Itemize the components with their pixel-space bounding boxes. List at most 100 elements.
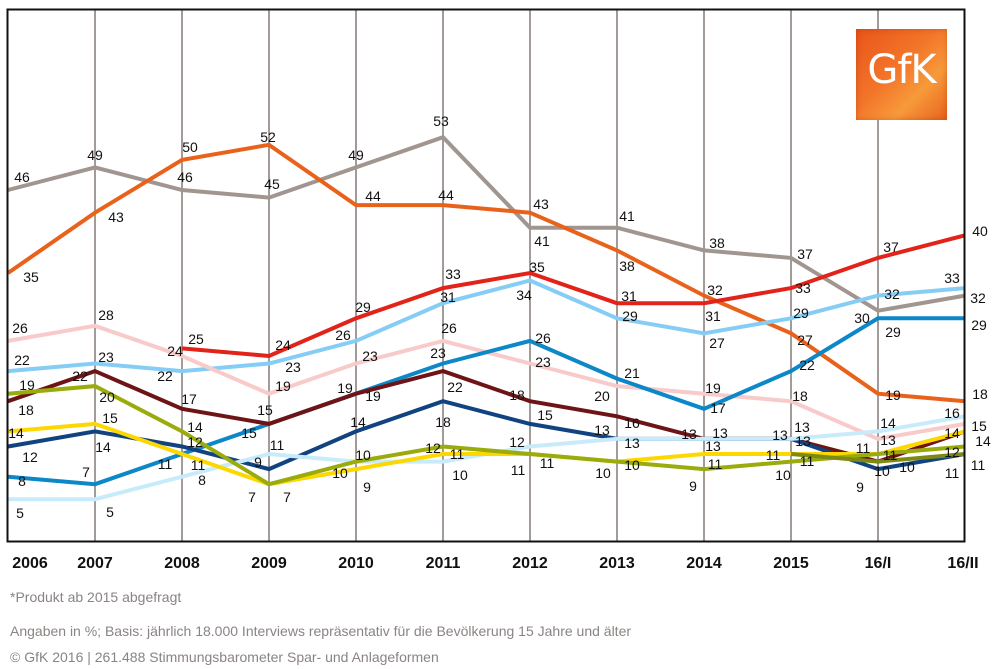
data-label-pale-cyan: 5 (16, 505, 24, 521)
data-label-light-blue: 31 (440, 289, 456, 305)
data-label-orange: 32 (707, 282, 723, 298)
x-tick-label: 2006 (12, 555, 48, 572)
data-label-medium-blue: 15 (241, 425, 257, 441)
data-label-navy: 9 (856, 479, 864, 495)
data-label-gray: 49 (348, 147, 364, 163)
data-label-medium-blue: 8 (18, 473, 26, 489)
series-line-navy (7, 399, 966, 472)
data-label-dark-red: 19 (337, 380, 353, 396)
data-label-olive: 12 (944, 444, 960, 460)
data-label-yellow: 11 (450, 446, 465, 462)
data-label-navy: 14 (95, 439, 111, 455)
x-tick-label: 2015 (773, 555, 809, 572)
data-label-navy: 12 (22, 449, 38, 465)
data-label-yellow: 11 (511, 462, 526, 478)
data-label-olive: 19 (19, 377, 35, 393)
data-label-dark-olive: 11 (945, 465, 960, 481)
data-label-gray: 32 (970, 290, 986, 306)
data-label-red: 24 (275, 337, 291, 353)
data-label-navy: 15 (537, 407, 553, 423)
data-label-light-blue: 26 (335, 327, 351, 343)
data-label-orange: 19 (885, 387, 901, 403)
data-label-pale-cyan: 13 (795, 433, 811, 449)
data-label-pale-cyan: 13 (624, 435, 640, 451)
data-label-dark-red: 18 (509, 387, 525, 403)
data-label-pink: 26 (12, 320, 28, 336)
data-label-gray: 38 (709, 235, 725, 251)
data-label-navy: 12 (187, 434, 203, 450)
x-axis-tick-labels: 2006 2007 2008 2009 2010 2011 2012 2013 2014 2015… (12, 555, 978, 572)
data-label-yellow: 11 (191, 457, 206, 473)
data-label-gray: 45 (264, 176, 280, 192)
data-label-dark-red: 10 (874, 463, 890, 479)
data-label-pink: 23 (535, 354, 551, 370)
data-label-medium-blue: 11 (158, 456, 173, 472)
data-label-olive: 10 (775, 467, 791, 483)
x-tick-label: 16/II (947, 555, 978, 572)
data-label-dark-red: 18 (18, 402, 34, 418)
data-label-red: 33 (445, 266, 461, 282)
x-tick-label: 2014 (686, 555, 722, 572)
footnote: *Produkt ab 2015 abgefragt (10, 589, 182, 605)
data-label-gray: 53 (433, 113, 449, 129)
data-label-gray: 46 (177, 169, 193, 185)
data-label-yellow: 11 (766, 447, 781, 463)
gfk-logo: GfK (856, 29, 947, 120)
data-label-dark-olive: 10 (899, 459, 915, 475)
data-label-navy: 14 (350, 414, 366, 430)
data-label-navy: 18 (435, 414, 451, 430)
data-label-pale-cyan: 5 (106, 504, 114, 520)
data-label-olive: 10 (624, 457, 640, 473)
data-label-red: 29 (355, 299, 371, 315)
data-label-pale-cyan: 10 (452, 467, 468, 483)
data-label-yellow: 14 (944, 425, 960, 441)
data-label-medium-blue: 7 (82, 464, 90, 480)
data-label-pale-cyan: 11 (270, 437, 285, 453)
data-label-dark-red: 16 (624, 415, 640, 431)
data-label-medium-blue: 17 (710, 400, 726, 416)
data-label-pink: 19 (705, 380, 721, 396)
data-label-gray: 37 (797, 246, 813, 262)
series-line-olive (7, 384, 966, 487)
data-label-navy: 13 (712, 425, 728, 441)
series-line-orange (6, 142, 966, 404)
series-line-gray (7, 134, 966, 313)
x-tick-label: 2013 (599, 555, 635, 572)
data-label-orange: 44 (438, 187, 454, 203)
data-label-navy: 13 (772, 427, 788, 443)
data-label-dark-red: 17 (181, 391, 197, 407)
data-label-red: 37 (883, 239, 899, 255)
data-label-yellow: 9 (363, 479, 371, 495)
data-label-gray: 49 (87, 147, 103, 163)
data-label-light-blue: 22 (157, 368, 173, 384)
data-label-gray: 46 (14, 169, 30, 185)
data-label-orange: 18 (972, 386, 988, 402)
gridlines (94, 9, 879, 541)
data-label-dark-red: 14 (975, 433, 991, 449)
data-label-pink: 19 (275, 378, 291, 394)
data-label-olive: 20 (99, 389, 115, 405)
series-line-yellow (7, 421, 966, 487)
series-line-medium-blue (7, 316, 965, 487)
data-label-pink: 26 (441, 320, 457, 336)
data-label-pale-cyan: 16 (944, 405, 960, 421)
data-label-medium-blue: 26 (535, 330, 551, 346)
data-label-olive: 12 (425, 440, 441, 456)
data-label-navy: 9 (254, 454, 262, 470)
data-label-light-blue: 32 (884, 286, 900, 302)
data-label-pale-cyan: 12 (509, 434, 525, 450)
data-label-orange: 35 (23, 269, 39, 285)
data-label-pink: 28 (98, 307, 114, 323)
data-label-gray: 30 (854, 310, 870, 326)
data-label-red: 35 (529, 259, 545, 275)
data-label-navy: 11 (971, 457, 986, 473)
data-label-medium-blue: 23 (430, 345, 446, 361)
x-tick-label: 2008 (164, 555, 200, 572)
data-label-olive: 9 (689, 478, 697, 494)
data-label-dark-olive: 11 (800, 453, 815, 469)
data-label-orange: 27 (797, 332, 813, 348)
data-label-yellow: 14 (8, 425, 24, 441)
data-label-light-blue: 23 (98, 349, 114, 365)
data-label-medium-blue: 19 (365, 388, 381, 404)
